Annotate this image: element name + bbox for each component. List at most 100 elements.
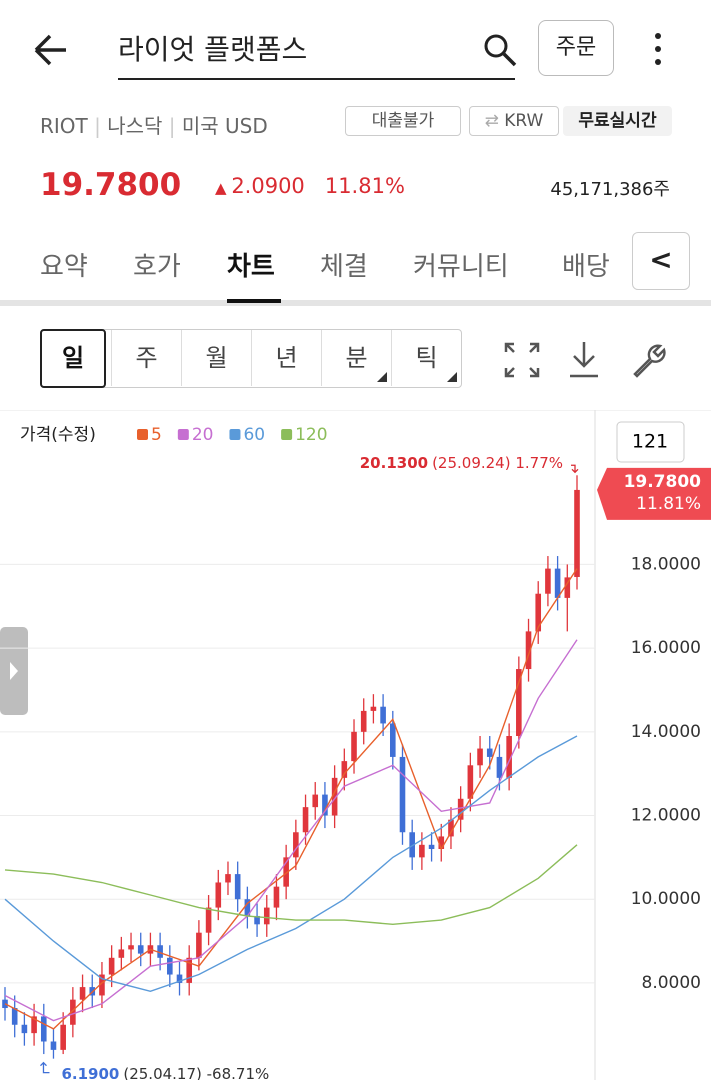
volume: 45,171,386주	[550, 179, 670, 200]
search-button[interactable]	[482, 32, 518, 68]
candle-body	[108, 957, 115, 975]
ticker: RIOT	[40, 114, 88, 138]
candle-body	[283, 857, 289, 887]
candle-body	[186, 957, 193, 983]
exchange: 나스닥	[107, 114, 163, 138]
price: 19.7800	[40, 167, 182, 203]
badge: 무료실시간	[563, 106, 672, 136]
y-tick-label: 14.0000	[631, 722, 701, 742]
candle-body	[496, 756, 503, 778]
candle-body	[370, 706, 377, 711]
candle-body	[60, 1024, 66, 1050]
period-button[interactable]: 일	[40, 329, 106, 388]
period-button[interactable]: 틱	[391, 330, 461, 386]
change-value: 2.0900	[231, 174, 305, 198]
period-button[interactable]: 년	[251, 330, 321, 386]
candle-body	[244, 899, 251, 916]
candle-body	[137, 945, 144, 954]
low-marker	[40, 1061, 50, 1074]
tab-underline	[227, 299, 281, 303]
period-button[interactable]: 분	[321, 330, 391, 386]
back-button[interactable]	[30, 30, 70, 70]
submenu-mark	[377, 372, 387, 382]
candle-body	[215, 882, 222, 908]
candle-body	[157, 945, 163, 958]
settings-button[interactable]	[633, 344, 666, 378]
tab[interactable]: 배당	[562, 252, 610, 282]
period-button[interactable]: 주	[111, 330, 181, 386]
candle-body	[467, 765, 474, 799]
candle-body	[486, 748, 493, 757]
candle-body	[516, 669, 522, 737]
y-tick-label: 10.0000	[631, 889, 701, 909]
candle-body	[40, 1016, 47, 1042]
legend-label: 5	[151, 425, 162, 445]
candle-body	[389, 723, 396, 757]
candle-body	[351, 731, 357, 762]
change-pct: 11.81%	[324, 174, 405, 198]
candle-body	[79, 987, 86, 1000]
last-price-tag	[597, 467, 711, 520]
legend-label: 60	[243, 425, 265, 445]
legend-swatch	[177, 429, 189, 440]
candle-body	[399, 756, 406, 833]
candle-body	[234, 874, 241, 900]
download-button[interactable]	[570, 342, 598, 378]
candle-body	[70, 999, 76, 1025]
candle-body	[263, 907, 270, 925]
last-price: 19.7800	[624, 472, 702, 492]
tab[interactable]: 요약	[40, 252, 88, 282]
candle-count-box[interactable]	[616, 421, 685, 463]
low-note-detail: (25.04.17) -68.71%	[123, 1065, 269, 1080]
candle-body	[554, 568, 561, 598]
high-note-value: 20.1300	[360, 454, 428, 472]
tab[interactable]: 호가	[133, 252, 181, 282]
candle-body	[438, 836, 445, 849]
badge: KRW	[504, 111, 544, 131]
candle-body	[293, 832, 299, 858]
menu-button[interactable]	[648, 30, 668, 70]
candle-body	[457, 798, 464, 820]
candle-body	[428, 844, 435, 849]
tab[interactable]: 차트	[227, 252, 275, 282]
period-button[interactable]: 월	[181, 330, 251, 386]
candle-body	[128, 945, 134, 950]
submenu-mark	[447, 372, 457, 382]
side-handle-arrow	[10, 662, 18, 680]
fullscreen-button[interactable]	[504, 342, 540, 378]
high-marker	[571, 464, 579, 474]
candle-body	[574, 489, 580, 577]
candle-body	[176, 974, 183, 983]
tab[interactable]: 커뮤니티	[413, 252, 509, 282]
tab[interactable]: 체결	[320, 252, 368, 282]
high-note-detail: (25.09.24) 1.77%	[432, 454, 563, 472]
y-tick-label: 18.0000	[631, 554, 701, 574]
candle-body	[99, 974, 105, 996]
order-button[interactable]: 주문	[538, 20, 614, 76]
title-underline	[118, 78, 515, 80]
tab-scroll-button[interactable]: <	[632, 232, 690, 290]
candle-body	[477, 748, 483, 766]
candle-body	[312, 794, 319, 808]
candle-body	[545, 568, 551, 594]
candle-body	[448, 819, 454, 837]
candle-body	[360, 710, 367, 732]
candle-body	[196, 932, 202, 958]
candle-body	[409, 832, 415, 858]
change: ▲ 2.0900 11.81%	[215, 174, 405, 198]
candle-body	[380, 706, 386, 724]
candle-count: 121	[632, 431, 668, 453]
y-tick-label: 8.0000	[642, 973, 701, 993]
y-tick-label: 16.0000	[631, 638, 701, 658]
legend-label: 20	[192, 425, 214, 445]
ma-line	[4, 735, 578, 993]
badge: 대출불가	[345, 106, 461, 136]
legend-swatch	[137, 429, 148, 440]
currency-toggle[interactable]: ⇄ KRW	[469, 106, 559, 136]
candle-body	[11, 1008, 18, 1025]
title: 라이엇 플랫폼스	[118, 33, 308, 66]
candle-body	[31, 1016, 37, 1034]
candle-body	[273, 886, 280, 908]
candle-body	[302, 807, 309, 833]
